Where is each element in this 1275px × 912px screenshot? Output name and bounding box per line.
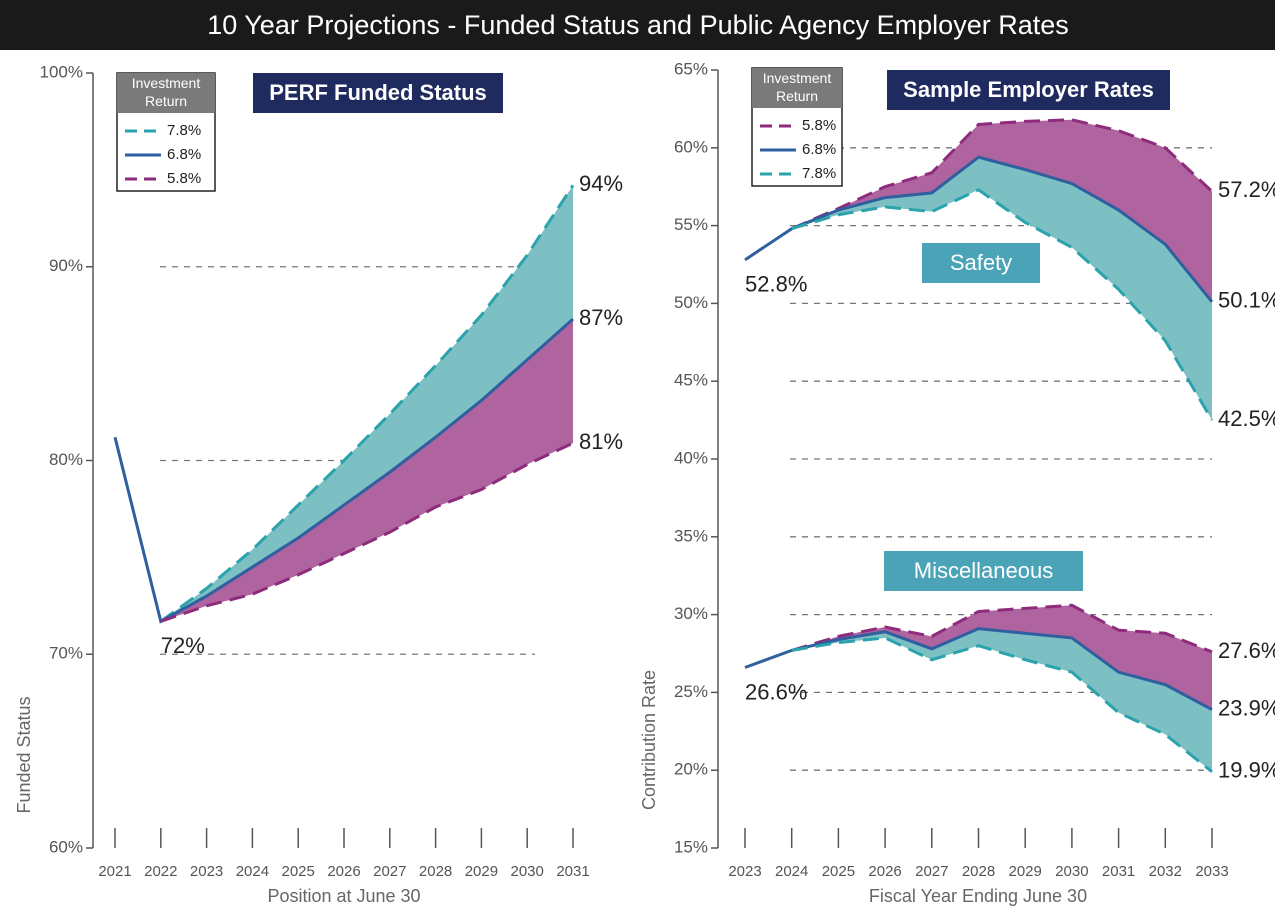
x-tick-label: 2031 — [556, 863, 589, 880]
y-tick-label: 60% — [49, 837, 83, 856]
x-tick-label: 2024 — [236, 863, 269, 880]
group-label-box — [884, 551, 1083, 591]
legend-title: Investment Return — [132, 75, 201, 109]
x-tick-label: 2028 — [419, 863, 452, 880]
x-tick-label: 2027 — [373, 863, 406, 880]
y-tick-label: 40% — [674, 448, 708, 467]
data-label: 26.6% — [745, 679, 807, 704]
data-label: 57.2% — [1218, 177, 1275, 202]
legend-label: 5.8% — [167, 170, 201, 187]
y-tick-label: 70% — [49, 644, 83, 663]
data-label: 72% — [161, 633, 205, 658]
chart-title-box — [887, 70, 1170, 110]
x-tick-label: 2031 — [1102, 863, 1135, 880]
data-label: 94% — [579, 171, 623, 196]
legend-label: 7.8% — [802, 165, 836, 182]
group-label: Miscellaneous — [914, 558, 1053, 583]
x-tick-label: 2030 — [511, 863, 544, 880]
y-tick-label: 80% — [49, 450, 83, 469]
group-label: Safety — [950, 250, 1012, 275]
y-axis-label: Funded Status — [14, 696, 34, 813]
header-bar — [0, 0, 1275, 50]
x-tick-label: 2021 — [98, 863, 131, 880]
x-tick-label: 2025 — [282, 863, 315, 880]
series-line — [744, 155, 1214, 303]
series-line — [159, 184, 575, 623]
x-tick-label: 2024 — [775, 863, 808, 880]
legend-header — [117, 73, 215, 113]
y-tick-label: 25% — [674, 682, 708, 701]
band-fill — [791, 605, 1212, 710]
series-line — [744, 627, 1213, 711]
y-axis-label: Contribution Rate — [639, 670, 659, 810]
x-tick-label: 2023 — [190, 863, 223, 880]
legend-label: 7.8% — [167, 122, 201, 139]
y-tick-label: 90% — [49, 256, 83, 275]
series-line — [791, 118, 1214, 231]
y-tick-label: 20% — [674, 760, 708, 779]
band-fill — [160, 319, 574, 622]
x-axis-label: Fiscal Year Ending June 30 — [869, 886, 1087, 906]
series-line — [791, 603, 1213, 654]
legend-label: 6.8% — [167, 146, 201, 163]
x-tick-label: 2026 — [868, 863, 901, 880]
x-tick-label: 2029 — [465, 863, 498, 880]
legend-header — [752, 68, 842, 108]
y-tick-label: 100% — [40, 62, 83, 81]
data-label: 19.9% — [1218, 758, 1275, 783]
x-tick-label: 2029 — [1009, 863, 1042, 880]
series-line — [791, 188, 1214, 421]
x-tick-label: 2023 — [728, 863, 761, 880]
y-tick-label: 65% — [674, 59, 708, 78]
data-label: 52.8% — [745, 272, 807, 297]
data-label: 27.6% — [1218, 638, 1275, 663]
y-tick-label: 55% — [674, 215, 708, 234]
series-line — [113, 317, 574, 624]
series-line — [791, 636, 1213, 773]
series-line — [160, 441, 574, 623]
x-tick-label: 2027 — [915, 863, 948, 880]
x-tick-label: 2026 — [327, 863, 360, 880]
x-tick-label: 2028 — [962, 863, 995, 880]
chart-title: PERF Funded Status — [269, 80, 487, 105]
x-axis-label: Position at June 30 — [267, 886, 420, 906]
x-tick-label: 2025 — [822, 863, 855, 880]
data-label: 23.9% — [1218, 695, 1275, 720]
page-title: 10 Year Projections - Funded Status and … — [207, 10, 1069, 40]
data-label: 81% — [579, 429, 623, 454]
group-label-box — [922, 243, 1040, 283]
band-fill — [791, 119, 1212, 302]
chart-title-box — [253, 73, 503, 113]
chart-title: Sample Employer Rates — [903, 77, 1154, 102]
y-tick-label: 50% — [674, 293, 708, 312]
data-label: 50.1% — [1218, 288, 1275, 313]
y-tick-label: 15% — [674, 837, 708, 856]
data-label: 87% — [579, 305, 623, 330]
y-tick-label: 30% — [674, 604, 708, 623]
y-tick-label: 45% — [674, 371, 708, 390]
x-tick-label: 2030 — [1055, 863, 1088, 880]
data-label: 42.5% — [1218, 406, 1275, 431]
x-tick-label: 2022 — [144, 863, 177, 880]
band-fill — [791, 157, 1212, 421]
legend-label: 6.8% — [802, 141, 836, 158]
y-tick-label: 60% — [674, 137, 708, 156]
x-tick-label: 2032 — [1149, 863, 1182, 880]
legend-title: Investment Return — [763, 70, 832, 104]
y-tick-label: 35% — [674, 526, 708, 545]
x-tick-label: 2033 — [1195, 863, 1228, 880]
legend-label: 5.8% — [802, 117, 836, 134]
